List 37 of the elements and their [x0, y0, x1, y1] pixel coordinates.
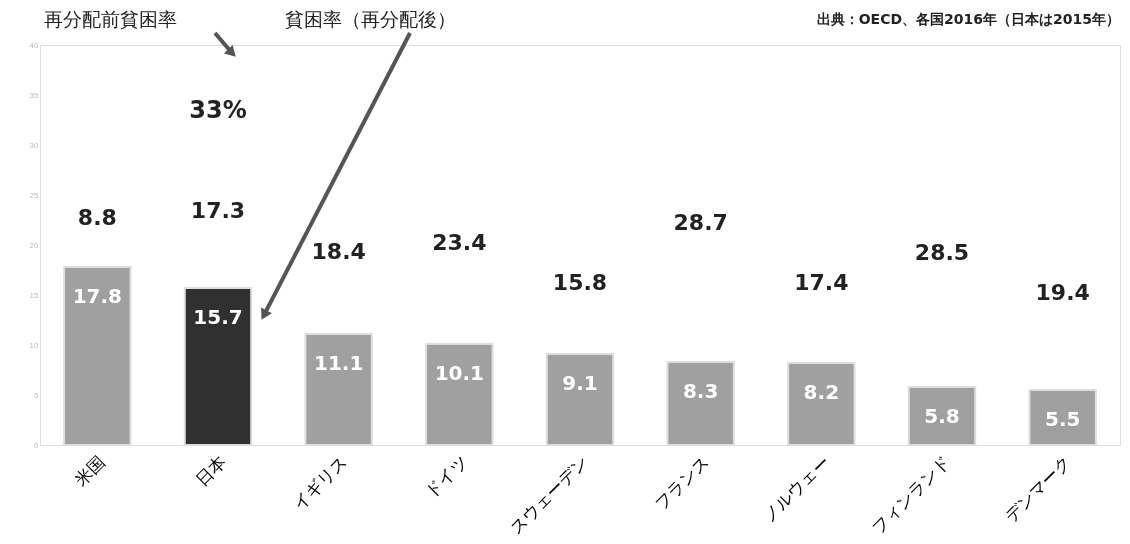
annotation: 8.8 [77, 205, 117, 230]
y-tick-label: 20 [29, 240, 40, 250]
annotation: 18.4 [311, 239, 366, 264]
data-label: 10.1 [434, 361, 485, 385]
annotation: 28.5 [914, 240, 970, 265]
annotation: 33% [189, 96, 247, 124]
y-tick-label: 5 [34, 390, 40, 400]
annotation: 17.3 [190, 198, 246, 223]
data-label: 15.7 [193, 305, 243, 329]
source-note: 出典：OECD、各国2016年（日本は2015年） [816, 11, 1120, 27]
x-tick-label: ドイツ [421, 451, 472, 502]
text: 貧困率（再分配後） [284, 8, 456, 30]
y-tick-label: 40 [29, 40, 40, 50]
data-label: 11.1 [313, 351, 364, 375]
x-tick-label: デンマーク [1000, 451, 1075, 526]
data-label: 8.3 [682, 379, 719, 403]
data-label: 5.5 [1044, 407, 1081, 431]
annotation: 17.4 [794, 270, 849, 295]
x-tick-label: フィンランド [867, 451, 955, 538]
x-tick-label: ノルウェー [759, 451, 834, 526]
x-tick-label: 日本 [191, 451, 231, 490]
data-label: 5.8 [924, 404, 960, 428]
y-tick-label: 35 [29, 90, 40, 100]
data-label: 9.1 [562, 371, 598, 395]
x-tick-label: 米国 [71, 451, 110, 490]
annotation: 28.7 [673, 210, 728, 235]
text: 再分配前貧困率 [43, 8, 177, 30]
annotation: 19.4 [1035, 280, 1090, 305]
annotation: 15.8 [552, 270, 608, 295]
x-tick-label: スウェーデン [505, 451, 593, 538]
data-label: 8.2 [803, 380, 840, 404]
annotation: 23.4 [432, 230, 487, 255]
x-tick-label: フランス [650, 451, 713, 514]
y-tick-label: 25 [29, 190, 40, 200]
y-tick-label: 15 [29, 290, 40, 300]
data-label: 17.8 [72, 284, 122, 308]
x-tick-label: イギリス [288, 451, 351, 514]
